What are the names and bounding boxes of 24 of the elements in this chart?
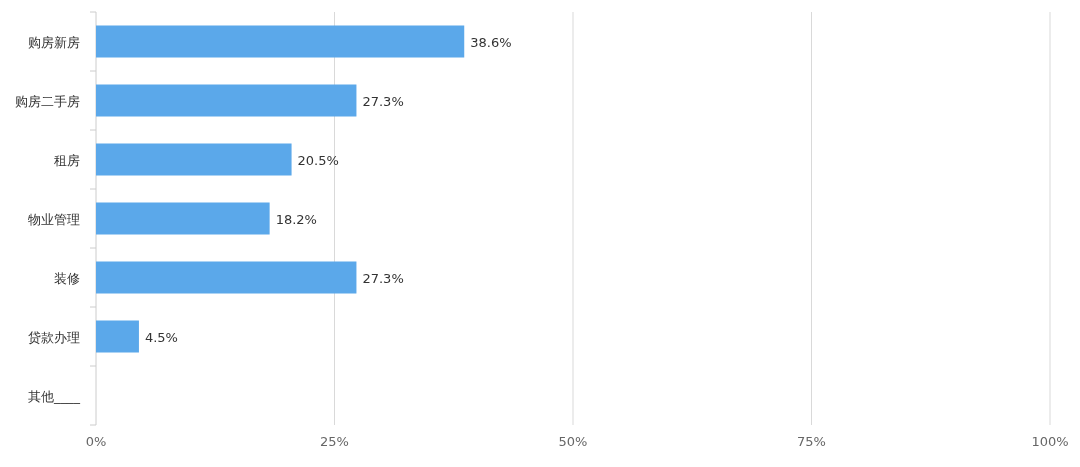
y-tick-label: 租房: [54, 152, 80, 168]
data-label: 20.5%: [297, 152, 339, 168]
y-tick-label: 购房新房: [28, 34, 80, 50]
x-tick-label: 75%: [797, 434, 826, 449]
y-tick-label: 购房二手房: [15, 93, 80, 109]
data-label: 27.3%: [362, 270, 404, 286]
x-tick-label: 25%: [320, 434, 349, 449]
bar: [96, 261, 357, 294]
y-tick-label: 贷款办理: [28, 329, 80, 345]
data-label: 38.6%: [470, 34, 512, 50]
data-label: 18.2%: [275, 211, 317, 227]
y-tick-label: 其他____: [28, 388, 81, 404]
bar: [96, 25, 465, 58]
x-tick-label: 100%: [1031, 434, 1069, 449]
x-tick-label: 50%: [558, 434, 588, 449]
y-tick-label: 装修: [54, 270, 80, 286]
bar: [96, 320, 139, 353]
x-tick-label: 0%: [85, 434, 107, 449]
y-tick-label: 物业管理: [28, 211, 80, 227]
bar: [96, 84, 357, 117]
data-label: 4.5%: [144, 329, 178, 345]
bar: [96, 143, 292, 176]
bar: [96, 202, 270, 235]
data-label: 27.3%: [362, 93, 404, 109]
